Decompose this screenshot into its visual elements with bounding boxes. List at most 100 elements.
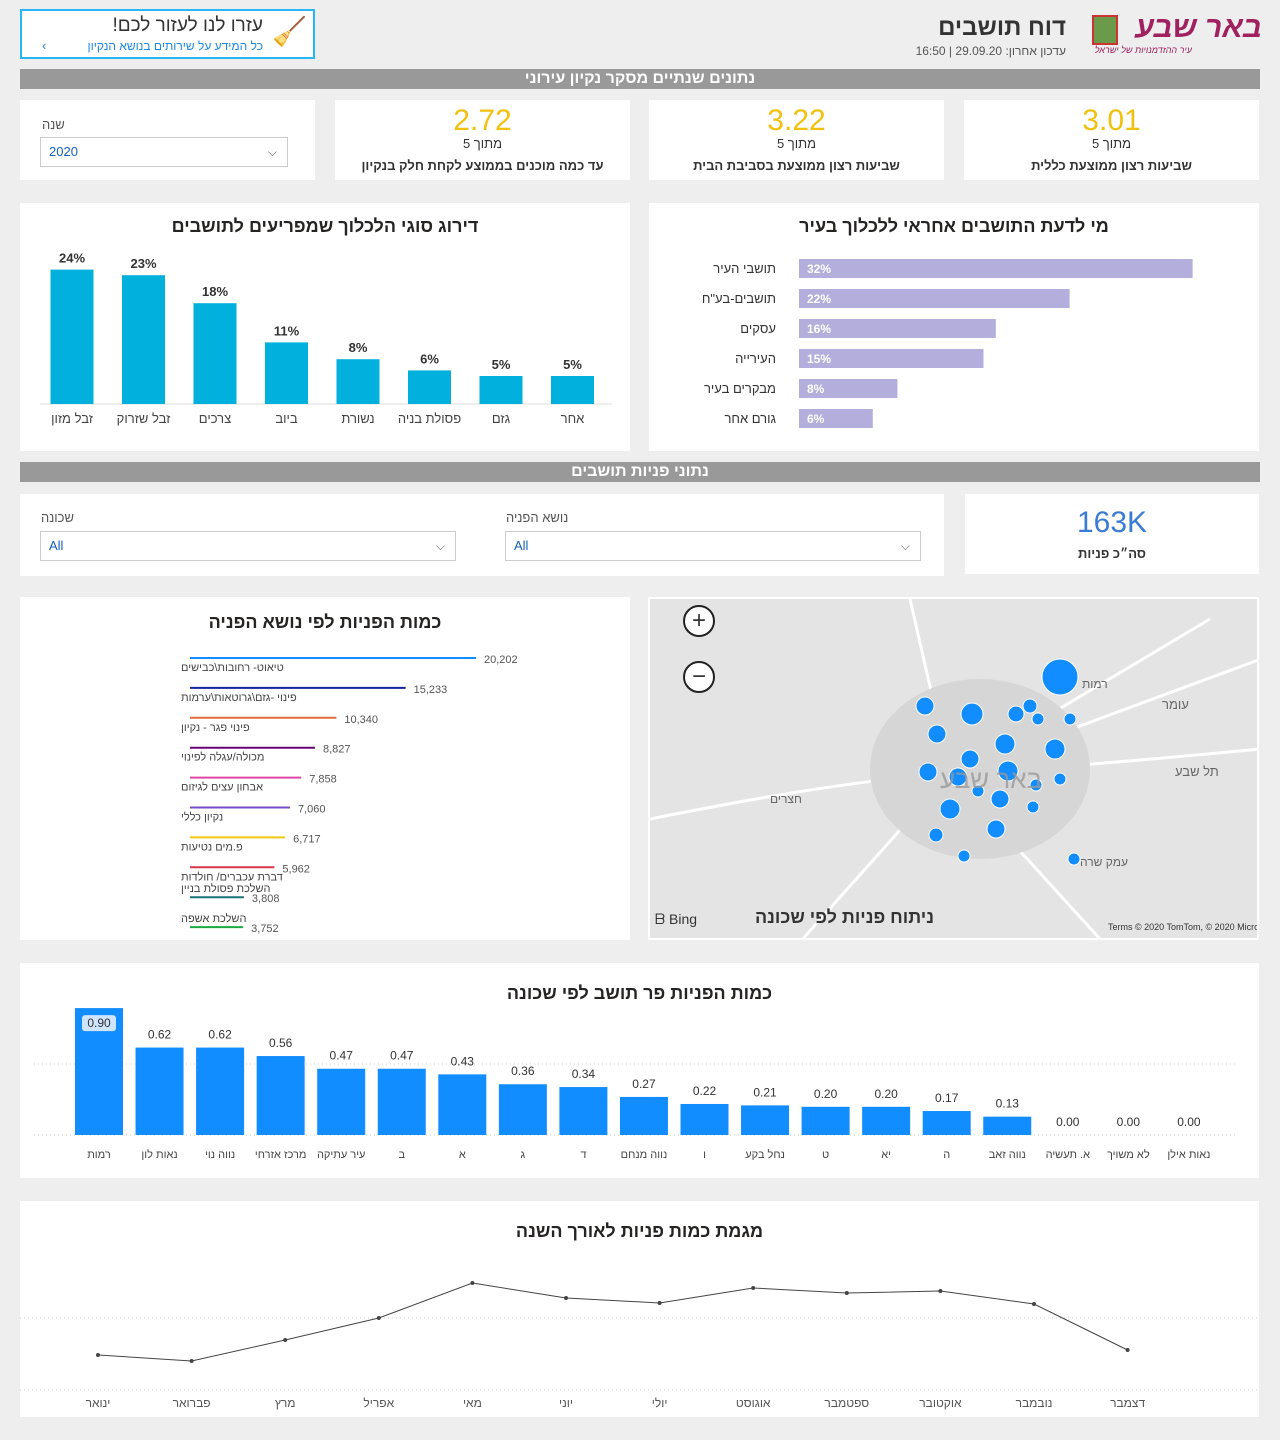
category-label: ביוב (275, 411, 298, 426)
category-label: נווה מנחם (621, 1149, 668, 1161)
neighborhood-bubble (971, 784, 985, 798)
data-label: 0.90 (87, 1016, 111, 1030)
chevron-left-icon[interactable]: ‹ (42, 38, 47, 53)
per-resident-chart: 0.90 רמות 0.62 נאות לון 0.62 נווה נוי 0.56 מרכז… (34, 1008, 1235, 1161)
kpi-label: שביעות רצון ממוצעת בסביבת הבית (693, 158, 900, 173)
map-canvas[interactable] (650, 599, 1259, 940)
data-label: 24% (59, 251, 85, 266)
neighborhood-bubble (928, 827, 944, 843)
category-label: נקיון כללי (181, 811, 223, 824)
data-point (751, 1286, 756, 1290)
neighborhood-bubble (918, 762, 938, 782)
neighborhood-bubble (994, 733, 1016, 755)
data-label: 0.22 (693, 1084, 717, 1098)
bar (377, 1068, 426, 1135)
chart-title: כמות הפניות פר תושב לפי שכונה (506, 983, 773, 1003)
category-label: פינוי פגר - נקיון (181, 722, 250, 734)
category-label: ג (521, 1149, 526, 1161)
category-label: נווה נוי (205, 1149, 235, 1161)
kpi-sub: מתוך 5 (1091, 136, 1132, 151)
chart-title: מגמת כמות פניות לאורך השנה (515, 1221, 764, 1241)
trend-line (97, 1282, 1128, 1362)
trend-chart-card: מגמת כמות פניות לאורך השנה ינואר פברואר מר… (20, 1201, 1259, 1417)
dirt-types-chart: 24% זבל מזון 23% זבל שזרוק 18% צרכים 11% ביוב 8%… (40, 251, 612, 426)
zoom-out-button[interactable]: − (683, 661, 715, 693)
data-point (844, 1291, 849, 1295)
bar (50, 269, 94, 404)
data-label: 0.27 (632, 1077, 656, 1091)
chart-title: דירוג סוגי הלכלוך שמפריעים לתושבים (171, 216, 479, 236)
category-label: עסקים (740, 321, 776, 336)
year-filter-card: שנה 2020 ⌵ (20, 100, 315, 180)
category-label: פינוי -גזם\גרוטאות\ערמות (181, 692, 297, 704)
emblem-icon (1092, 15, 1118, 45)
kpi-sub: מתוך 5 (776, 136, 817, 151)
data-label: 3,752 (251, 923, 279, 935)
topic-select[interactable]: All ⌵ (505, 531, 921, 561)
bar (256, 1056, 305, 1135)
bing-icon: ᗷ (655, 911, 666, 927)
neighborhood-bubble (997, 760, 1019, 782)
data-label: 0.43 (451, 1054, 475, 1068)
data-label-highlight (82, 1015, 116, 1032)
neighborhood-select[interactable]: All ⌵ (40, 531, 456, 561)
data-point (96, 1353, 100, 1357)
bar (799, 379, 898, 398)
bar (135, 1047, 184, 1135)
data-label: 32% (807, 262, 831, 276)
data-label: 0.00 (1117, 1115, 1141, 1129)
data-label: 10,340 (344, 714, 378, 726)
bar (801, 1106, 850, 1135)
responsibility-chart-card: מי לדעת התושבים אחראי ללכלוך בעיר 32% תוש… (649, 203, 1259, 451)
category-label: ה (943, 1149, 950, 1161)
year-select[interactable]: 2020 ⌵ (40, 137, 288, 167)
map-place-label: עמק שרה (1080, 855, 1128, 869)
map-copyright[interactable]: Terms © 2020 TomTom, © 2020 Micro (1108, 922, 1259, 932)
kpi-label: עד כמה מוכנים בממוצע לקחת חלק בנקיון (361, 158, 604, 173)
dirt-types-chart-card: דירוג סוגי הלכלוך שמפריעים לתושבים 24% זב… (20, 203, 630, 451)
neighborhood-bubble (1029, 778, 1043, 792)
data-label: 6% (420, 351, 439, 366)
category-label: נחל בקע (745, 1148, 785, 1161)
map-city-label: באר שבע (940, 764, 1043, 794)
category-label: מרכז אזרחי (255, 1149, 307, 1161)
bar (196, 1047, 245, 1135)
neighborhood-bubble (927, 724, 947, 744)
help-banner[interactable]: 🧹 עזרו לנו לעזור לכם! כל המידע על שירותי… (20, 9, 315, 59)
month-label: יוני (559, 1396, 573, 1410)
year-filter-label: שנה (42, 117, 65, 132)
category-label: צרכים (199, 411, 231, 426)
map-place-label: עומר (1162, 697, 1189, 712)
help-link[interactable]: כל המידע על שירותים בנושא הנקיון (87, 39, 263, 53)
map-place-label: חצרים (770, 792, 802, 806)
filters-card: נושא הפניה All ⌵ שכונה All ⌵ (20, 494, 944, 576)
page-title: דוח תושבים (938, 14, 1066, 41)
month-label: יולי (652, 1396, 668, 1410)
zoom-in-button[interactable]: + (683, 605, 715, 637)
data-point (283, 1338, 288, 1342)
month-label: מאי (463, 1396, 482, 1410)
kpi-sub: מתוך 5 (462, 136, 503, 151)
category-label: מבקרים בעיר (704, 381, 776, 396)
bar (799, 289, 1070, 308)
bar (336, 359, 380, 404)
category-label: לא משויך (1107, 1148, 1150, 1161)
data-label: 3,808 (252, 893, 280, 905)
neighborhood-value: All (49, 538, 64, 553)
data-label: 0.56 (269, 1036, 293, 1050)
data-label: 15% (807, 352, 831, 366)
data-label: 11% (274, 323, 300, 338)
data-label: 0.00 (1056, 1115, 1080, 1129)
bar (438, 1074, 487, 1135)
data-point (1032, 1302, 1036, 1306)
bar (479, 376, 523, 404)
data-label: 5,962 (282, 863, 310, 875)
cleaning-icon: 🧹 (272, 16, 307, 47)
requests-section-header: נתוני פניות תושבים (20, 462, 1260, 482)
chart-title: מי לדעת התושבים אחראי ללכלוך בעיר (799, 216, 1109, 236)
neighborhood-bubble (1022, 698, 1038, 714)
month-label: ספטמבר (824, 1396, 869, 1410)
total-value: 163K (1076, 506, 1148, 539)
neighborhood-bubble (986, 819, 1006, 839)
data-label: 0.20 (874, 1087, 898, 1101)
